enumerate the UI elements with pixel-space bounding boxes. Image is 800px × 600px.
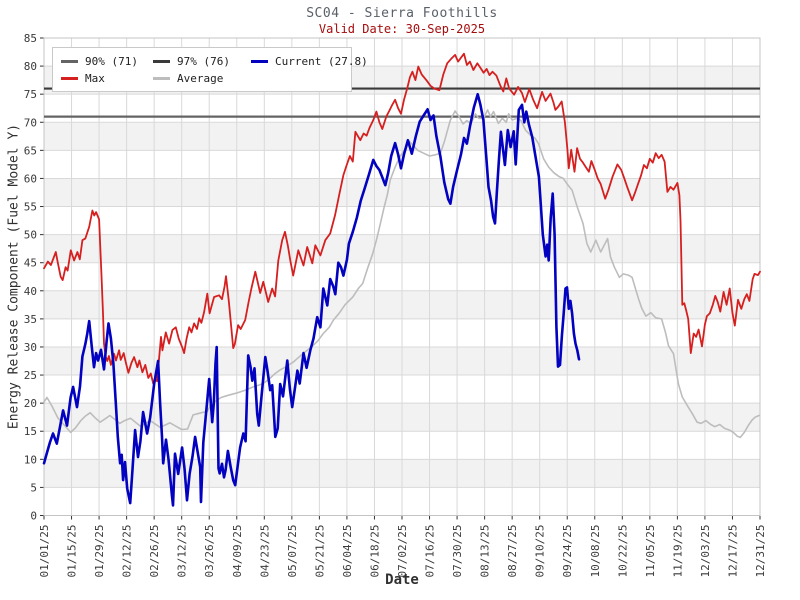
legend-label-97pct: 97% (76) xyxy=(177,55,230,68)
y-tick-label: 80 xyxy=(24,60,37,73)
x-tick-label: 04/09/25 xyxy=(231,525,244,578)
x-tick-label: 02/26/25 xyxy=(148,525,161,578)
y-tick-label: 50 xyxy=(24,229,37,242)
y-tick-label: 15 xyxy=(24,425,37,438)
legend: 90% (71) 97% (76) Current (27.8) Max Ave… xyxy=(52,47,368,92)
x-axis-label: Date xyxy=(385,572,419,588)
x-tick-label: 06/04/25 xyxy=(341,525,354,578)
x-tick-label: 12/03/25 xyxy=(699,525,712,578)
legend-item-current: Current (27.8) xyxy=(251,55,368,68)
x-tick-label: 06/18/25 xyxy=(368,525,381,578)
y-tick-label: 75 xyxy=(24,88,37,101)
y-tick-label: 40 xyxy=(24,285,37,298)
chart-valid-date: Valid Date: 30-Sep-2025 xyxy=(318,22,486,36)
y-tick-label: 30 xyxy=(24,341,37,354)
y-tick-label: 60 xyxy=(24,172,37,185)
legend-item-max: Max xyxy=(61,72,153,85)
y-tick-label: 25 xyxy=(24,369,37,382)
plot-border xyxy=(43,37,761,516)
y-tick-label: 55 xyxy=(24,201,37,214)
x-tick-label: 12/17/25 xyxy=(726,525,739,578)
max-series-line xyxy=(43,52,761,385)
x-tick-label: 01/15/25 xyxy=(66,525,79,578)
x-tick-label: 03/12/25 xyxy=(176,525,189,578)
legend-item-average: Average xyxy=(153,72,251,85)
current-line-swatch xyxy=(251,60,268,63)
x-tick-label: 11/19/25 xyxy=(671,525,684,578)
y-tick-label: 20 xyxy=(24,397,37,410)
legend-item-90pct: 90% (71) xyxy=(61,55,153,68)
y-tick-label: 35 xyxy=(24,313,37,326)
x-tick-label: 02/12/25 xyxy=(121,525,134,578)
x-tick-label: 01/01/25 xyxy=(38,525,51,578)
current-series-line xyxy=(42,92,581,507)
y-tick-label: 10 xyxy=(24,453,37,466)
y-tick-label: 5 xyxy=(30,481,37,494)
x-tick-label: 09/10/25 xyxy=(534,525,547,578)
y-tick-label: 70 xyxy=(24,116,37,129)
x-tick-label: 12/31/25 xyxy=(754,525,767,578)
x-tick-label: 07/16/25 xyxy=(424,525,437,578)
y-tick-label: 65 xyxy=(24,144,37,157)
x-tick-label: 09/24/25 xyxy=(561,525,574,578)
x-tick-label: 03/26/25 xyxy=(203,525,216,578)
y-axis-label: Energy Release Component (Fuel Model Y) xyxy=(6,123,22,430)
x-tick-label: 01/29/25 xyxy=(93,525,106,578)
97pct-line-swatch xyxy=(153,60,170,63)
x-tick-label: 05/07/25 xyxy=(286,525,299,578)
legend-label-90pct: 90% (71) xyxy=(85,55,138,68)
x-tick-label: 08/13/25 xyxy=(479,525,492,578)
x-tick-label: 10/22/25 xyxy=(616,525,629,578)
legend-label-current: Current (27.8) xyxy=(275,55,368,68)
legend-label-average: Average xyxy=(177,72,224,85)
y-tick-label: 45 xyxy=(24,257,37,270)
x-tick-label: 07/02/25 xyxy=(396,525,409,578)
x-tick-label: 05/21/25 xyxy=(313,525,326,578)
x-tick-label: 11/05/25 xyxy=(644,525,657,578)
x-tick-label: 08/27/25 xyxy=(506,525,519,578)
90pct-line-swatch xyxy=(61,60,78,63)
x-tick-label: 10/08/25 xyxy=(589,525,602,578)
legend-label-max: Max xyxy=(85,72,105,85)
max-line-swatch xyxy=(61,77,78,80)
average-series-line xyxy=(43,109,760,439)
y-tick-label: 85 xyxy=(24,32,37,45)
legend-item-97pct: 97% (76) xyxy=(153,55,251,68)
chart-title: SC04 - Sierra Foothills xyxy=(306,6,498,21)
x-tick-label: 07/30/25 xyxy=(451,525,464,578)
x-tick-label: 04/23/25 xyxy=(258,525,271,578)
y-tick-label: 0 xyxy=(30,510,37,523)
average-line-swatch xyxy=(153,77,170,80)
